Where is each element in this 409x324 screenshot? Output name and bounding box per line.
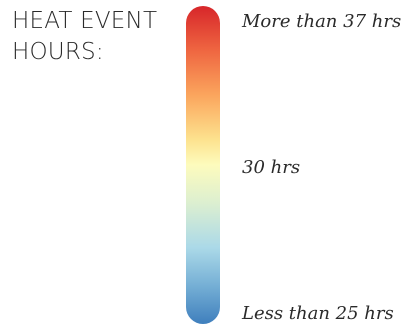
color-ramp-bar xyxy=(186,6,220,324)
legend-title: HEAT EVENT HOURS: xyxy=(12,6,182,68)
legend-title-line-2: HOURS: xyxy=(12,39,104,65)
ramp-label-mid: 30 hrs xyxy=(242,157,301,178)
ramp-label-min: Less than 25 hrs xyxy=(242,303,394,324)
legend-title-line-1: HEAT EVENT xyxy=(12,8,158,34)
ramp-label-max: More than 37 hrs xyxy=(242,11,402,32)
